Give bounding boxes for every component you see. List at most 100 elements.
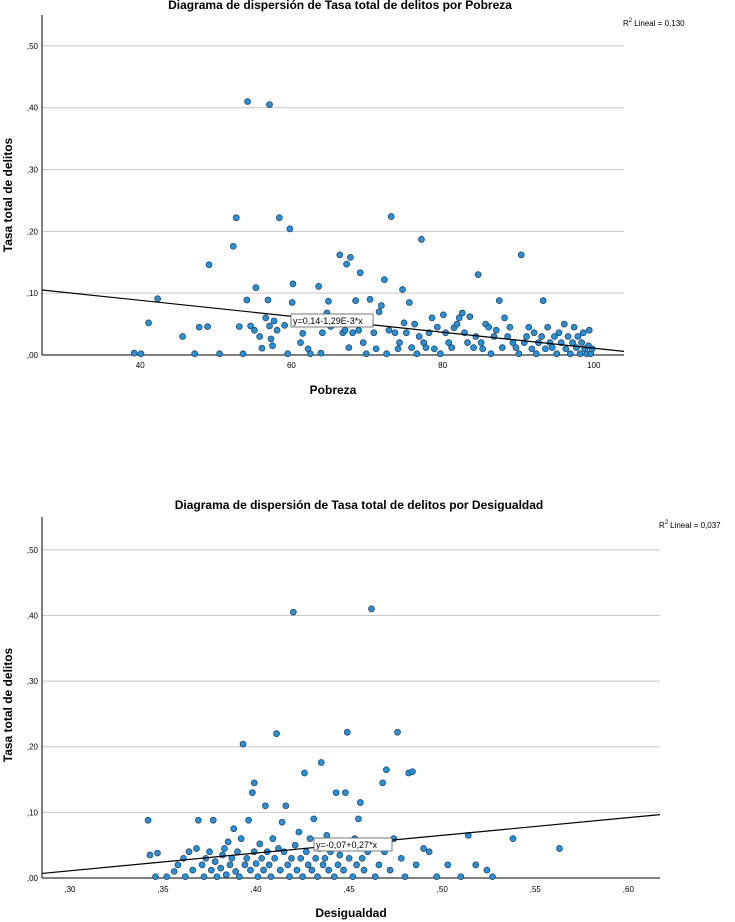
x-tick-label: ,45: [344, 885, 356, 894]
data-point: [457, 873, 465, 881]
y-tick-label: ,40: [27, 104, 39, 113]
chart-2-y-tick-labels: ,00 ,10 ,20 ,30 ,40 ,50: [27, 546, 39, 883]
data-point: [394, 728, 401, 736]
y-tick-label: ,30: [27, 677, 39, 686]
data-point: [412, 861, 420, 869]
data-point: [235, 323, 243, 330]
data-point: [281, 321, 288, 329]
y-tick-label: ,10: [27, 808, 39, 817]
chart-2-title: Diagrama de dispersión de Tasa total de …: [175, 498, 544, 512]
data-point: [163, 873, 171, 881]
y-tick-label: ,00: [27, 874, 39, 883]
data-point: [206, 848, 213, 856]
data-point: [400, 319, 408, 327]
chart-1-y-axis-title: Tasa total de delitos: [1, 137, 15, 252]
data-point: [258, 344, 266, 352]
data-point: [370, 329, 378, 337]
data-point: [394, 345, 402, 353]
chart-1-r2-label: R2 Lineal = 0,130: [623, 18, 685, 28]
data-point: [532, 350, 540, 358]
data-point: [319, 861, 327, 869]
data-point: [275, 214, 283, 222]
data-point: [362, 350, 370, 358]
data-point: [402, 329, 410, 337]
data-point: [405, 299, 413, 306]
data-point: [409, 768, 416, 776]
data-point: [170, 868, 178, 875]
data-point: [440, 311, 447, 319]
data-point: [396, 339, 403, 346]
data-point: [232, 868, 239, 875]
chart-desigualdad: Diagrama de dispersión de Tasa total de …: [1, 498, 721, 920]
data-point: [408, 344, 415, 351]
data-point: [397, 854, 405, 862]
data-point: [411, 320, 418, 328]
data-point: [247, 322, 254, 330]
data-point: [509, 835, 517, 842]
data-point: [360, 866, 368, 874]
data-point: [297, 854, 305, 862]
data-point: [372, 345, 380, 353]
data-point: [383, 766, 390, 774]
data-point: [325, 866, 333, 874]
data-point: [383, 350, 391, 358]
data-point: [146, 851, 154, 859]
data-point: [368, 605, 375, 613]
data-point: [562, 345, 570, 353]
chart-1-y-tick-labels: ,00 ,10 ,20 ,30 ,40 ,50: [27, 42, 39, 360]
data-point: [208, 866, 215, 874]
data-point: [356, 269, 364, 277]
data-point: [204, 323, 211, 330]
data-point: [341, 326, 349, 334]
data-point: [301, 769, 308, 777]
data-point: [336, 251, 344, 259]
data-point: [490, 333, 498, 340]
data-point: [570, 323, 578, 331]
x-tick-label: 80: [438, 361, 447, 370]
data-point: [340, 866, 347, 874]
data-point: [321, 854, 329, 862]
y-tick-label: ,20: [27, 743, 39, 752]
data-point: [234, 848, 241, 856]
chart-2-y-axis-title: Tasa total de delitos: [1, 647, 15, 762]
data-point: [378, 302, 385, 309]
x-tick-label: ,35: [157, 885, 169, 894]
data-point: [343, 728, 351, 736]
x-tick-label: ,55: [530, 885, 542, 894]
data-point: [266, 101, 273, 108]
data-point: [239, 740, 247, 748]
y-tick-label: ,20: [27, 227, 39, 236]
data-point: [302, 848, 310, 856]
x-tick-label: ,30: [64, 885, 76, 894]
data-point: [495, 297, 503, 304]
chart-pobreza: Diagrama de dispersión de Tasa total de …: [1, 0, 685, 397]
chart-2-fit-equation: y=-0,07+0,27*x: [316, 840, 378, 850]
data-point: [256, 840, 264, 848]
data-point: [345, 344, 353, 351]
data-point: [525, 323, 533, 331]
data-point: [269, 835, 277, 842]
data-point: [579, 329, 587, 337]
chart-1-grid: [42, 45, 624, 294]
data-point: [288, 854, 295, 862]
data-point: [195, 323, 203, 331]
data-point: [211, 858, 219, 865]
data-point: [342, 789, 349, 797]
data-point: [523, 333, 530, 340]
data-point: [284, 350, 291, 358]
data-point: [359, 339, 367, 346]
data-point: [515, 350, 523, 358]
data-point: [221, 845, 228, 852]
data-point: [574, 333, 582, 340]
data-point: [299, 330, 307, 337]
data-point: [217, 864, 225, 872]
data-point: [271, 854, 279, 862]
data-point: [251, 326, 258, 334]
data-point: [295, 828, 303, 836]
data-point: [501, 314, 508, 322]
x-tick-label: 100: [587, 361, 601, 370]
data-point: [247, 866, 254, 874]
data-point: [433, 323, 441, 331]
data-point: [381, 276, 388, 283]
data-point: [356, 799, 364, 806]
